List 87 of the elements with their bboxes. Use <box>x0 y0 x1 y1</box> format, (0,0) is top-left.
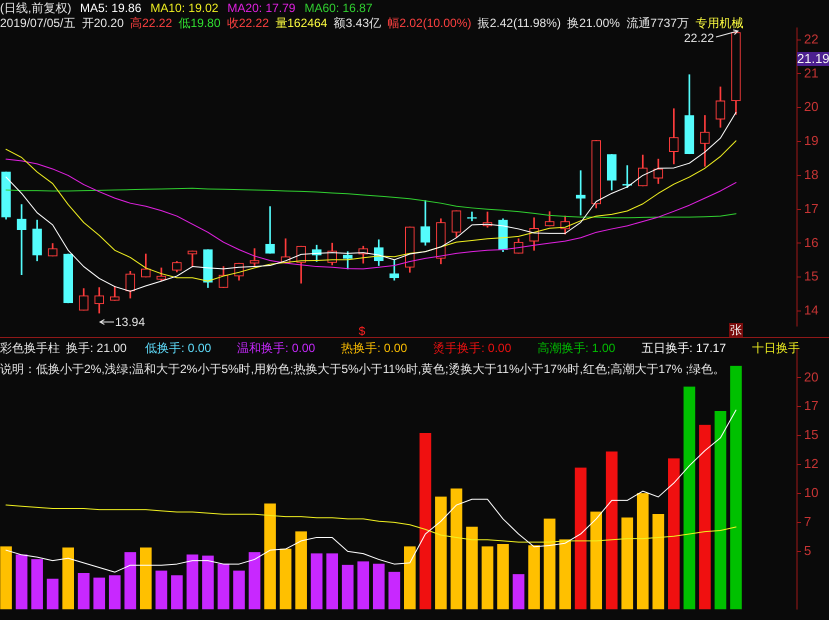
bar <box>372 564 385 610</box>
text: 高潮换手: 1.00 <box>537 341 616 355</box>
text: 21.19 <box>797 51 829 66</box>
chart-title: (日线,前复权) <box>0 1 72 15</box>
bar <box>202 556 214 610</box>
y-tick-label: 7 <box>804 514 812 529</box>
y-tick-label: 18 <box>804 166 818 182</box>
bar <box>544 518 556 610</box>
bar <box>528 545 540 610</box>
bar <box>31 559 43 610</box>
bar <box>684 386 696 610</box>
y-tick-label: 14 <box>804 302 818 318</box>
bar <box>310 553 322 610</box>
bar <box>466 526 478 610</box>
annotation: 换手: 21.00 <box>66 341 127 355</box>
bar <box>497 544 509 610</box>
bar <box>46 578 58 610</box>
bar <box>420 432 432 610</box>
bar <box>326 553 338 610</box>
bar <box>714 410 726 610</box>
bar <box>699 424 711 610</box>
annotation: 说明：低换小于2%,浅绿;温和大于2%小于5%时,用粉色;热换大于5%小于11%时,黄色;烫换大于11%小于17%时,红色;高潮大于17% ;绿色。 <box>0 362 726 376</box>
text: MA10: 19.02 <box>150 1 218 15</box>
y-tick-label: 17 <box>804 398 818 414</box>
bar <box>280 548 292 610</box>
annotation: 22.22 <box>682 31 714 45</box>
bar <box>668 458 680 610</box>
bar <box>606 451 618 610</box>
candlestick <box>467 212 477 222</box>
text: 五日换手: 17.17 <box>641 341 726 355</box>
bar <box>357 561 370 610</box>
bar <box>636 493 649 610</box>
bar <box>248 552 260 610</box>
text: 温和换手: 0.00 <box>237 341 316 355</box>
bar <box>574 468 586 610</box>
candlestick <box>265 206 275 254</box>
bar <box>404 546 416 610</box>
bar <box>450 488 462 610</box>
bar <box>124 552 136 610</box>
bar <box>590 512 602 610</box>
bar <box>93 578 106 610</box>
bar <box>140 548 152 610</box>
text: 热换手: 0.00 <box>341 341 408 355</box>
bar <box>156 570 168 610</box>
bar <box>16 554 28 610</box>
bar <box>233 570 245 610</box>
bar <box>342 564 354 610</box>
text: 十日换手 <box>752 341 800 355</box>
bar <box>621 517 634 610</box>
bar <box>388 572 400 610</box>
y-tick-label: 20 <box>804 99 818 114</box>
y-tick-label: 5 <box>804 542 812 558</box>
bar <box>218 564 230 610</box>
y-tick-label: 19 <box>804 133 818 148</box>
bar <box>186 554 198 610</box>
y-tick-label: 22 <box>804 31 818 46</box>
legend-label: 低换手: 0.00 <box>145 341 212 355</box>
y-tick-label: 17 <box>804 200 818 216</box>
bar <box>559 539 571 610</box>
bar <box>652 514 664 610</box>
bar <box>730 366 742 610</box>
y-tick-label: 15 <box>804 427 818 442</box>
y-tick-label: 16 <box>804 234 818 250</box>
bar <box>512 574 524 610</box>
annotation: 张 <box>729 323 743 337</box>
text: 烫手换手: 0.00 <box>433 341 512 355</box>
bar <box>264 504 276 610</box>
y-tick-label: 12 <box>804 456 818 472</box>
bar <box>435 496 447 610</box>
text: 2019/07/05/五 开20.20 高22.22 低19.80 收22.22 量162464 额3.43亿 幅2.02(10.00%) 振2.42(11.98%) 换21.00% 流通7737万 专用机械 <box>0 16 744 30</box>
y-tick-label: 15 <box>804 268 818 284</box>
y-tick-label: 21 <box>804 65 818 80</box>
bar <box>171 575 183 610</box>
chart-title: 彩色换手柱 <box>0 341 60 355</box>
annotation: $ <box>358 324 366 338</box>
y-tick-label: 10 <box>804 485 818 500</box>
bar <box>108 575 121 610</box>
y-tick-label: 20 <box>804 369 818 384</box>
bar <box>0 546 12 610</box>
bar <box>78 572 90 610</box>
text: MA20: 17.79 <box>227 1 296 15</box>
text: MA5: 19.86 <box>80 1 142 15</box>
bar <box>62 548 74 610</box>
bar <box>482 546 494 610</box>
annotation: 13.94 <box>115 315 146 329</box>
text: MA60: 16.87 <box>304 1 373 15</box>
bar <box>295 531 307 610</box>
